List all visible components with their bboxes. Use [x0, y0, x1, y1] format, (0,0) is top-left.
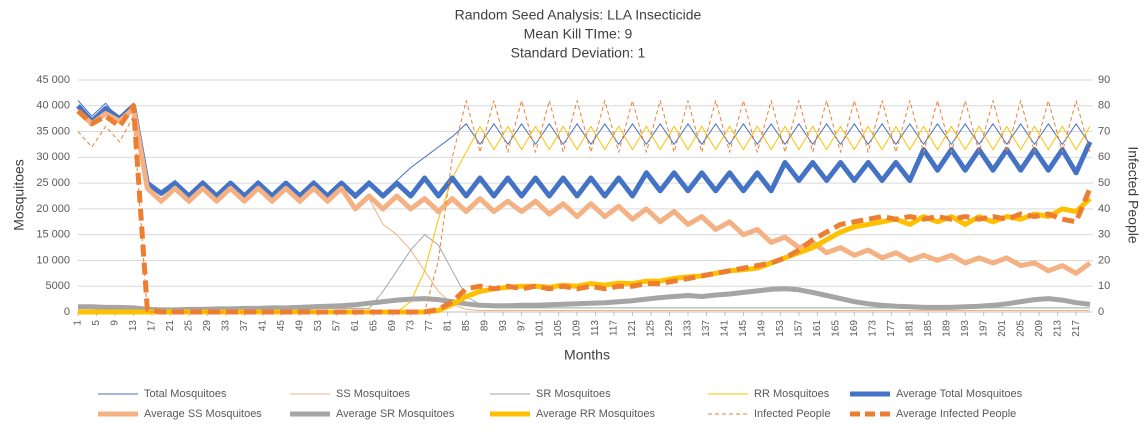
x-tick-label: 185: [923, 320, 934, 337]
y-tick-label: 20 000: [36, 203, 70, 215]
x-tick-label: 209: [1034, 320, 1045, 337]
x-tick-label: 205: [1015, 320, 1026, 337]
y-tick-label: 40 000: [36, 100, 70, 112]
y-tick-label: 45 000: [36, 74, 70, 86]
x-tick-label: 61: [350, 320, 361, 332]
x-tick-label: 197: [978, 320, 989, 337]
x-tick-label: 33: [221, 320, 232, 332]
x-tick-label: 193: [960, 320, 971, 337]
x-tick-label: 5: [91, 320, 102, 326]
y-tick-label: 10 000: [36, 254, 70, 266]
x-tick-label: 65: [368, 320, 379, 332]
legend-label: SR Mosquitoes: [536, 388, 611, 400]
x-tick-label: 97: [516, 320, 527, 332]
x-tick-label: 121: [627, 320, 638, 337]
x-tick-label: 49: [294, 320, 305, 332]
x-tick-label: 117: [609, 320, 620, 336]
y-tick-label: 25 000: [36, 177, 70, 189]
y2-axis-title: Infected People: [1125, 146, 1141, 244]
x-tick-label: 189: [941, 320, 952, 337]
chart-title: Random Seed Analysis: LLA Insecticide: [455, 7, 702, 23]
series-line: [76, 105, 1092, 276]
x-tick-label: 141: [720, 320, 731, 337]
x-tick-label: 37: [239, 320, 250, 332]
x-tick-label: 9: [110, 320, 121, 326]
x-tick-label: 85: [461, 320, 472, 332]
y2-tick-label: 30: [1098, 229, 1110, 241]
x-tick-label: 145: [738, 320, 749, 337]
legend-label: SS Mosquitoes: [336, 388, 410, 400]
x-tick-label: 53: [313, 320, 324, 332]
y2-tick-label: 0: [1098, 306, 1104, 318]
x-tick-label: 81: [442, 320, 453, 332]
chart-subtitle: Mean Kill TIme: 9: [524, 26, 633, 42]
x-tick-label: 177: [886, 320, 897, 337]
y2-tick-label: 80: [1098, 100, 1110, 112]
series-line: [76, 103, 1093, 315]
legend-label: Average RR Mosquitoes: [536, 408, 656, 420]
x-tick-label: 165: [830, 320, 841, 337]
y2-tick-label: 60: [1098, 151, 1110, 163]
x-tick-label: 57: [331, 320, 342, 332]
legend-label: Average Infected People: [896, 408, 1016, 420]
x-tick-label: 69: [387, 320, 398, 332]
y2-tick-label: 10: [1098, 280, 1110, 292]
y-tick-label: 15 000: [36, 229, 70, 241]
x-tick-label: 149: [757, 320, 768, 337]
x-tick-label: 201: [997, 320, 1008, 337]
x-tick-label: 113: [590, 320, 601, 336]
x-tick-label: 109: [572, 320, 583, 337]
x-tick-label: 217: [1071, 320, 1082, 337]
y2-tick-label: 70: [1098, 125, 1110, 137]
legend-label: Average Total Mosquitoes: [896, 388, 1023, 400]
x-tick-label: 41: [257, 320, 268, 332]
x-tick-label: 169: [849, 320, 860, 337]
y2-tick-label: 50: [1098, 177, 1110, 189]
x-tick-label: 213: [1052, 320, 1063, 337]
y-tick-label: 30 000: [36, 151, 70, 163]
chart-subtitle: Standard Deviation: 1: [511, 45, 646, 61]
x-tick-label: 29: [202, 320, 213, 332]
x-tick-label: 77: [424, 320, 435, 332]
legend-label: RR Mosquitoes: [754, 388, 830, 400]
x-tick-label: 1: [73, 320, 84, 326]
x-tick-label: 21: [165, 320, 176, 332]
x-tick-label: 73: [405, 320, 416, 332]
y-tick-label: 5000: [46, 280, 70, 292]
x-tick-label: 181: [904, 320, 915, 337]
legend-label: Average SS Mosquitoes: [144, 408, 262, 420]
y-tick-label: 35 000: [36, 125, 70, 137]
x-tick-label: 129: [664, 320, 675, 337]
x-tick-label: 101: [535, 320, 546, 337]
x-tick-label: 25: [184, 320, 195, 332]
x-tick-label: 89: [479, 320, 490, 332]
y2-tick-label: 90: [1098, 74, 1110, 86]
x-tick-label: 45: [276, 320, 287, 332]
x-axis-title: Months: [564, 347, 610, 363]
x-tick-label: 161: [812, 320, 823, 337]
series-line: [76, 103, 1093, 199]
x-tick-label: 17: [147, 320, 158, 332]
x-tick-label: 125: [646, 320, 657, 337]
y2-tick-label: 20: [1098, 254, 1110, 266]
y-axis-title: Mosquitoes: [11, 159, 27, 231]
legend-label: Infected People: [754, 408, 830, 420]
x-tick-label: 93: [498, 320, 509, 332]
x-tick-label: 157: [794, 320, 805, 337]
x-tick-label: 133: [683, 320, 694, 337]
x-tick-label: 105: [553, 320, 564, 337]
legend-label: Average SR Mosquitoes: [336, 408, 455, 420]
series-line: [78, 286, 1091, 313]
y-tick-label: 0: [64, 306, 70, 318]
y2-tick-label: 40: [1098, 203, 1110, 215]
x-tick-label: 153: [775, 320, 786, 337]
x-tick-label: 173: [867, 320, 878, 337]
x-tick-label: 13: [128, 320, 139, 332]
series-line: [77, 100, 1091, 313]
legend-label: Total Mosquitoes: [144, 388, 227, 400]
x-tick-label: 137: [701, 320, 712, 337]
